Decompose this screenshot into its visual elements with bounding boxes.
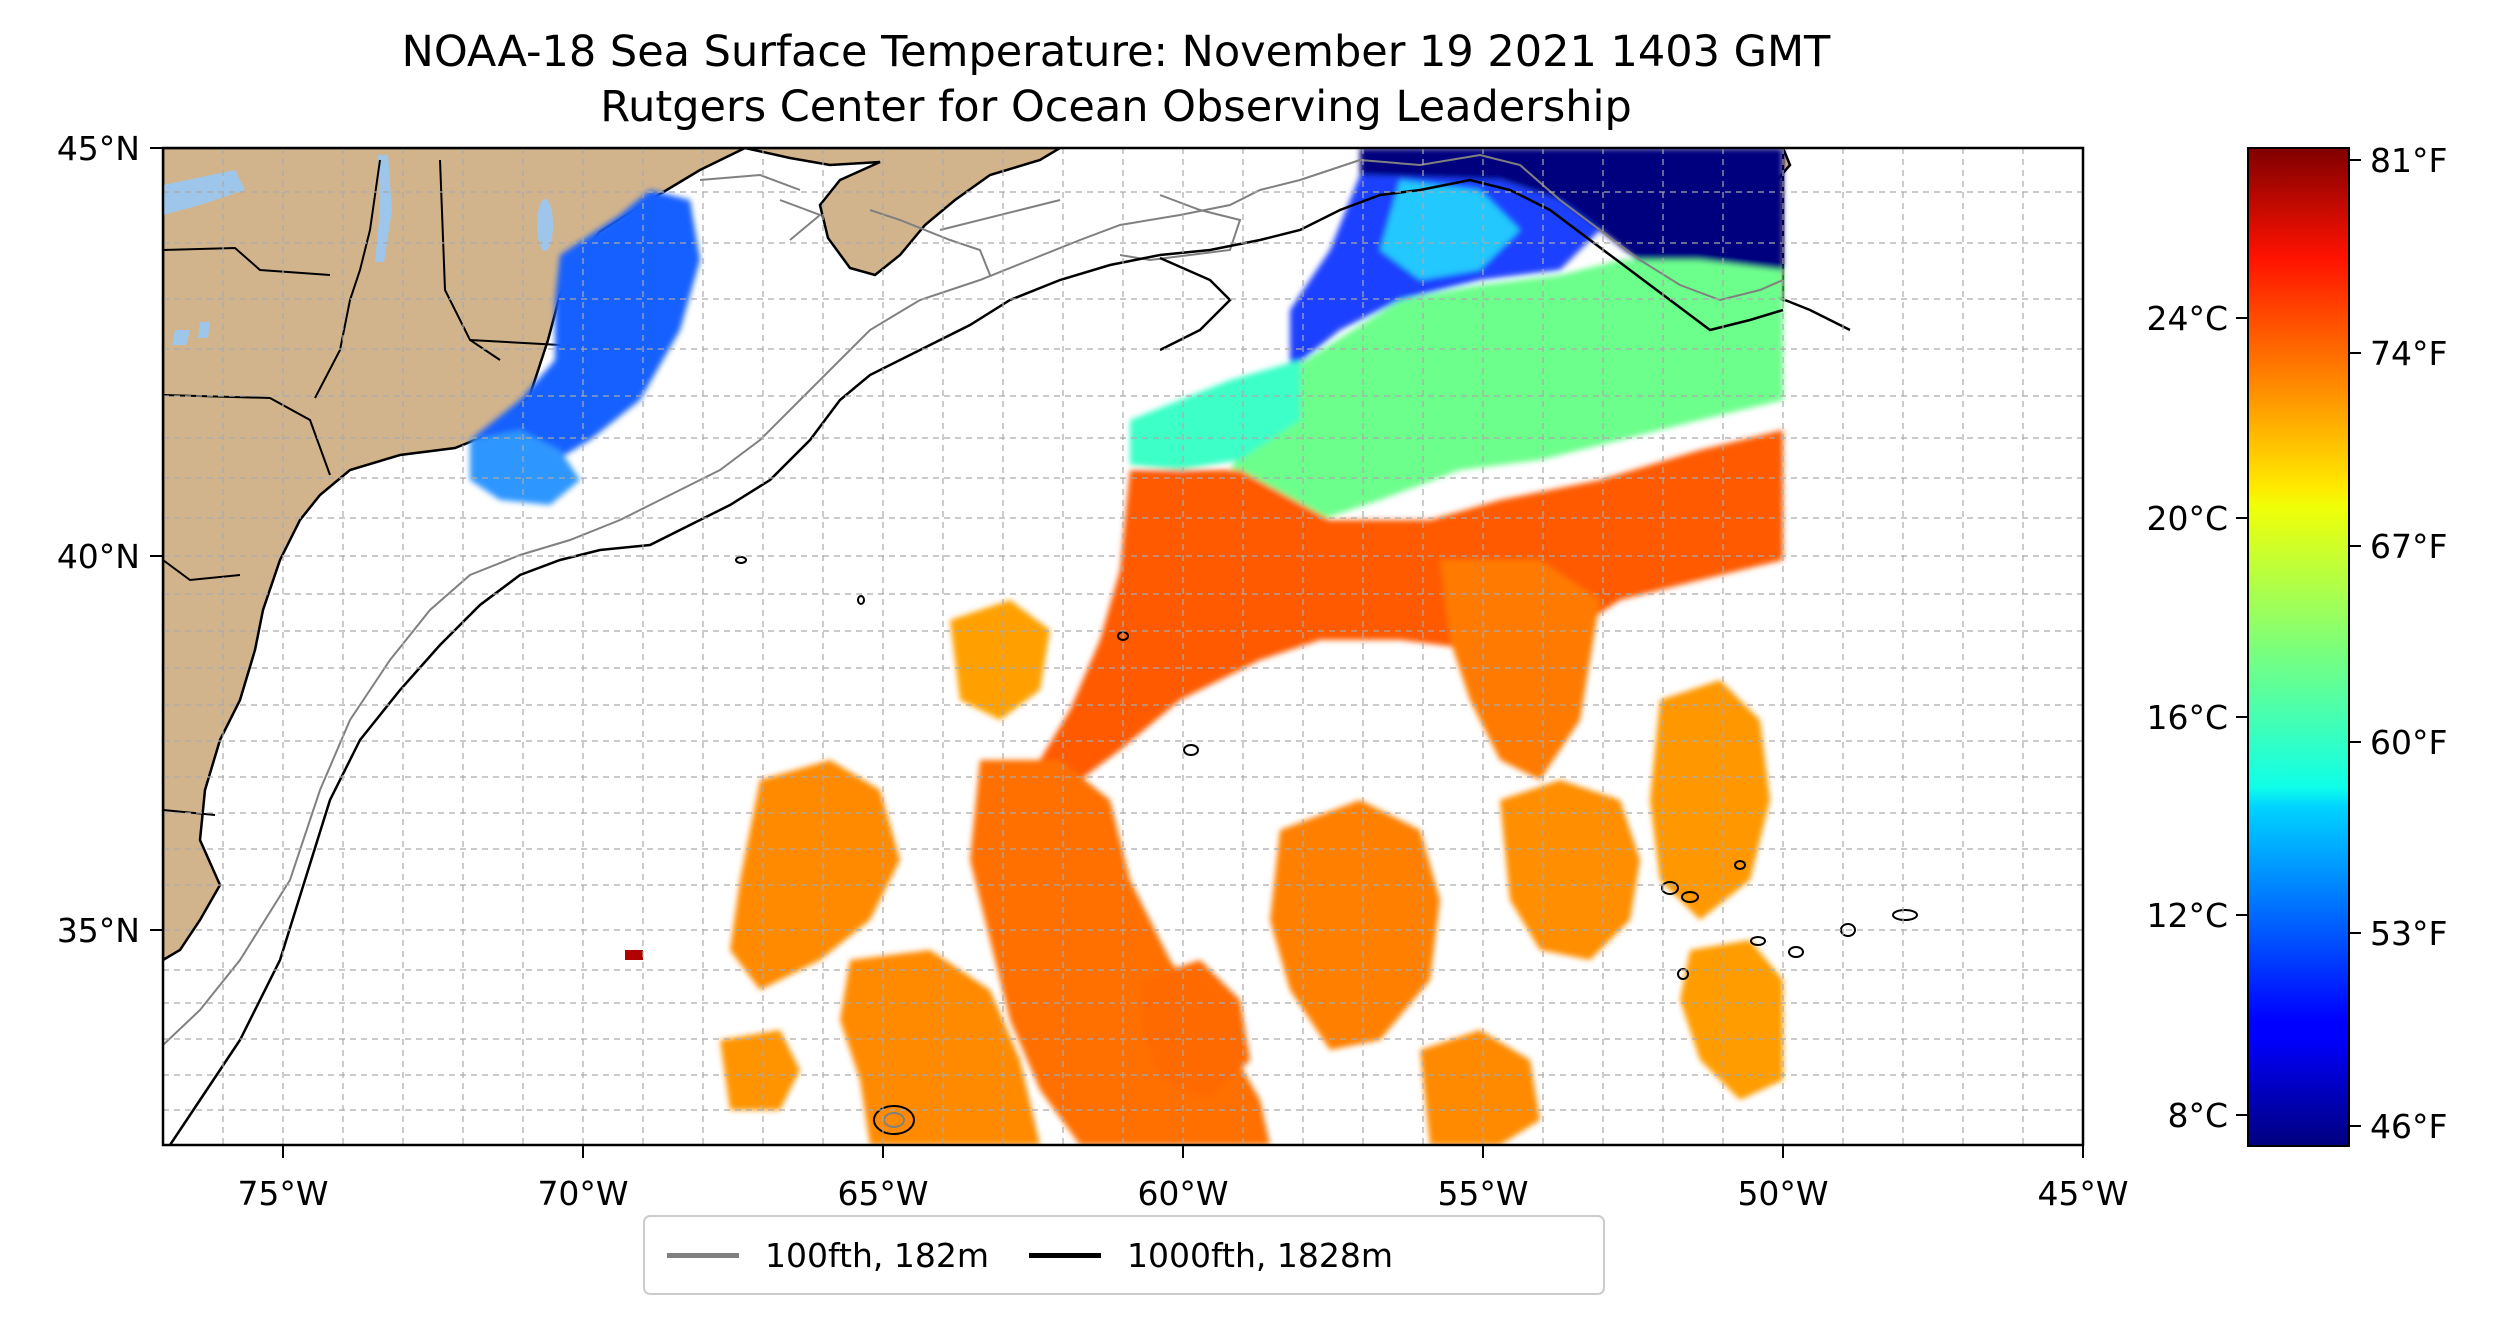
lon-tick-label: 75°W bbox=[237, 1174, 328, 1213]
colorbar-gradient bbox=[2247, 147, 2350, 1147]
seamount-contours bbox=[735, 556, 1918, 1135]
legend-line-100fth bbox=[667, 1252, 739, 1258]
lat-tick-label: 45°N bbox=[57, 129, 140, 168]
legend-line-1000fth bbox=[1029, 1252, 1101, 1258]
colorbar: 8°C 12°C 16°C 20°C 24°C 46°F 53°F 60°F 6… bbox=[2146, 141, 2447, 1147]
legend-item-100fth: 100fth, 182m bbox=[667, 1236, 989, 1275]
legend-label-100fth: 100fth, 182m bbox=[765, 1235, 989, 1275]
lake-maine bbox=[537, 199, 553, 251]
colorbar-fahrenheit-label: 67°F bbox=[2370, 527, 2447, 566]
colorbar-celsius-label: 20°C bbox=[2146, 499, 2228, 538]
lake-ontario-edge bbox=[163, 170, 245, 215]
map-area bbox=[163, 148, 2083, 1145]
colorbar-celsius-label: 24°C bbox=[2146, 299, 2228, 338]
colorbar-celsius-label: 8°C bbox=[2167, 1096, 2228, 1135]
lat-axis: 45°N 40°N 35°N bbox=[57, 129, 163, 950]
state-borders bbox=[163, 159, 561, 816]
colorbar-fahrenheit-label: 46°F bbox=[2370, 1107, 2447, 1146]
contour-legend: 100fth, 182m 1000fth, 1828m bbox=[643, 1215, 1605, 1295]
lon-tick-label: 60°W bbox=[1137, 1174, 1228, 1213]
lat-tick-label: 40°N bbox=[57, 537, 140, 576]
lon-tick-label: 70°W bbox=[537, 1174, 628, 1213]
colorbar-fahrenheit-label: 81°F bbox=[2370, 141, 2447, 180]
gridlines bbox=[163, 148, 2083, 1145]
lake-fingers bbox=[172, 322, 210, 345]
colorbar-fahrenheit-label: 74°F bbox=[2370, 334, 2447, 373]
colorbar-celsius-label: 16°C bbox=[2146, 698, 2228, 737]
contour-100fth bbox=[163, 153, 1784, 1046]
contour-1000fth bbox=[168, 178, 1851, 1145]
colorbar-fahrenheit-label: 53°F bbox=[2370, 914, 2447, 953]
lat-tick-label: 35°N bbox=[57, 911, 140, 950]
lon-tick-label: 65°W bbox=[837, 1174, 928, 1213]
legend-item-1000fth: 1000fth, 1828m bbox=[1029, 1236, 1393, 1275]
lon-tick-label: 45°W bbox=[2037, 1174, 2128, 1213]
figure-subtitle: Rutgers Center for Ocean Observing Leade… bbox=[600, 82, 1632, 132]
lon-tick-label: 55°W bbox=[1437, 1174, 1528, 1213]
figure-title: NOAA-18 Sea Surface Temperature: Novembe… bbox=[402, 27, 1831, 77]
map-frame bbox=[161, 146, 2085, 1147]
legend-label-1000fth: 1000fth, 1828m bbox=[1127, 1235, 1393, 1275]
lon-axis: 75°W 70°W 65°W 60°W 55°W 50°W 45°W bbox=[237, 1145, 2129, 1213]
colorbar-celsius-label: 12°C bbox=[2146, 896, 2228, 935]
lake-champlain bbox=[375, 155, 392, 262]
land-nova-scotia bbox=[744, 148, 1063, 277]
colorbar-fahrenheit-label: 60°F bbox=[2370, 723, 2447, 762]
lon-tick-label: 50°W bbox=[1737, 1174, 1828, 1213]
warm-spot bbox=[625, 950, 643, 960]
